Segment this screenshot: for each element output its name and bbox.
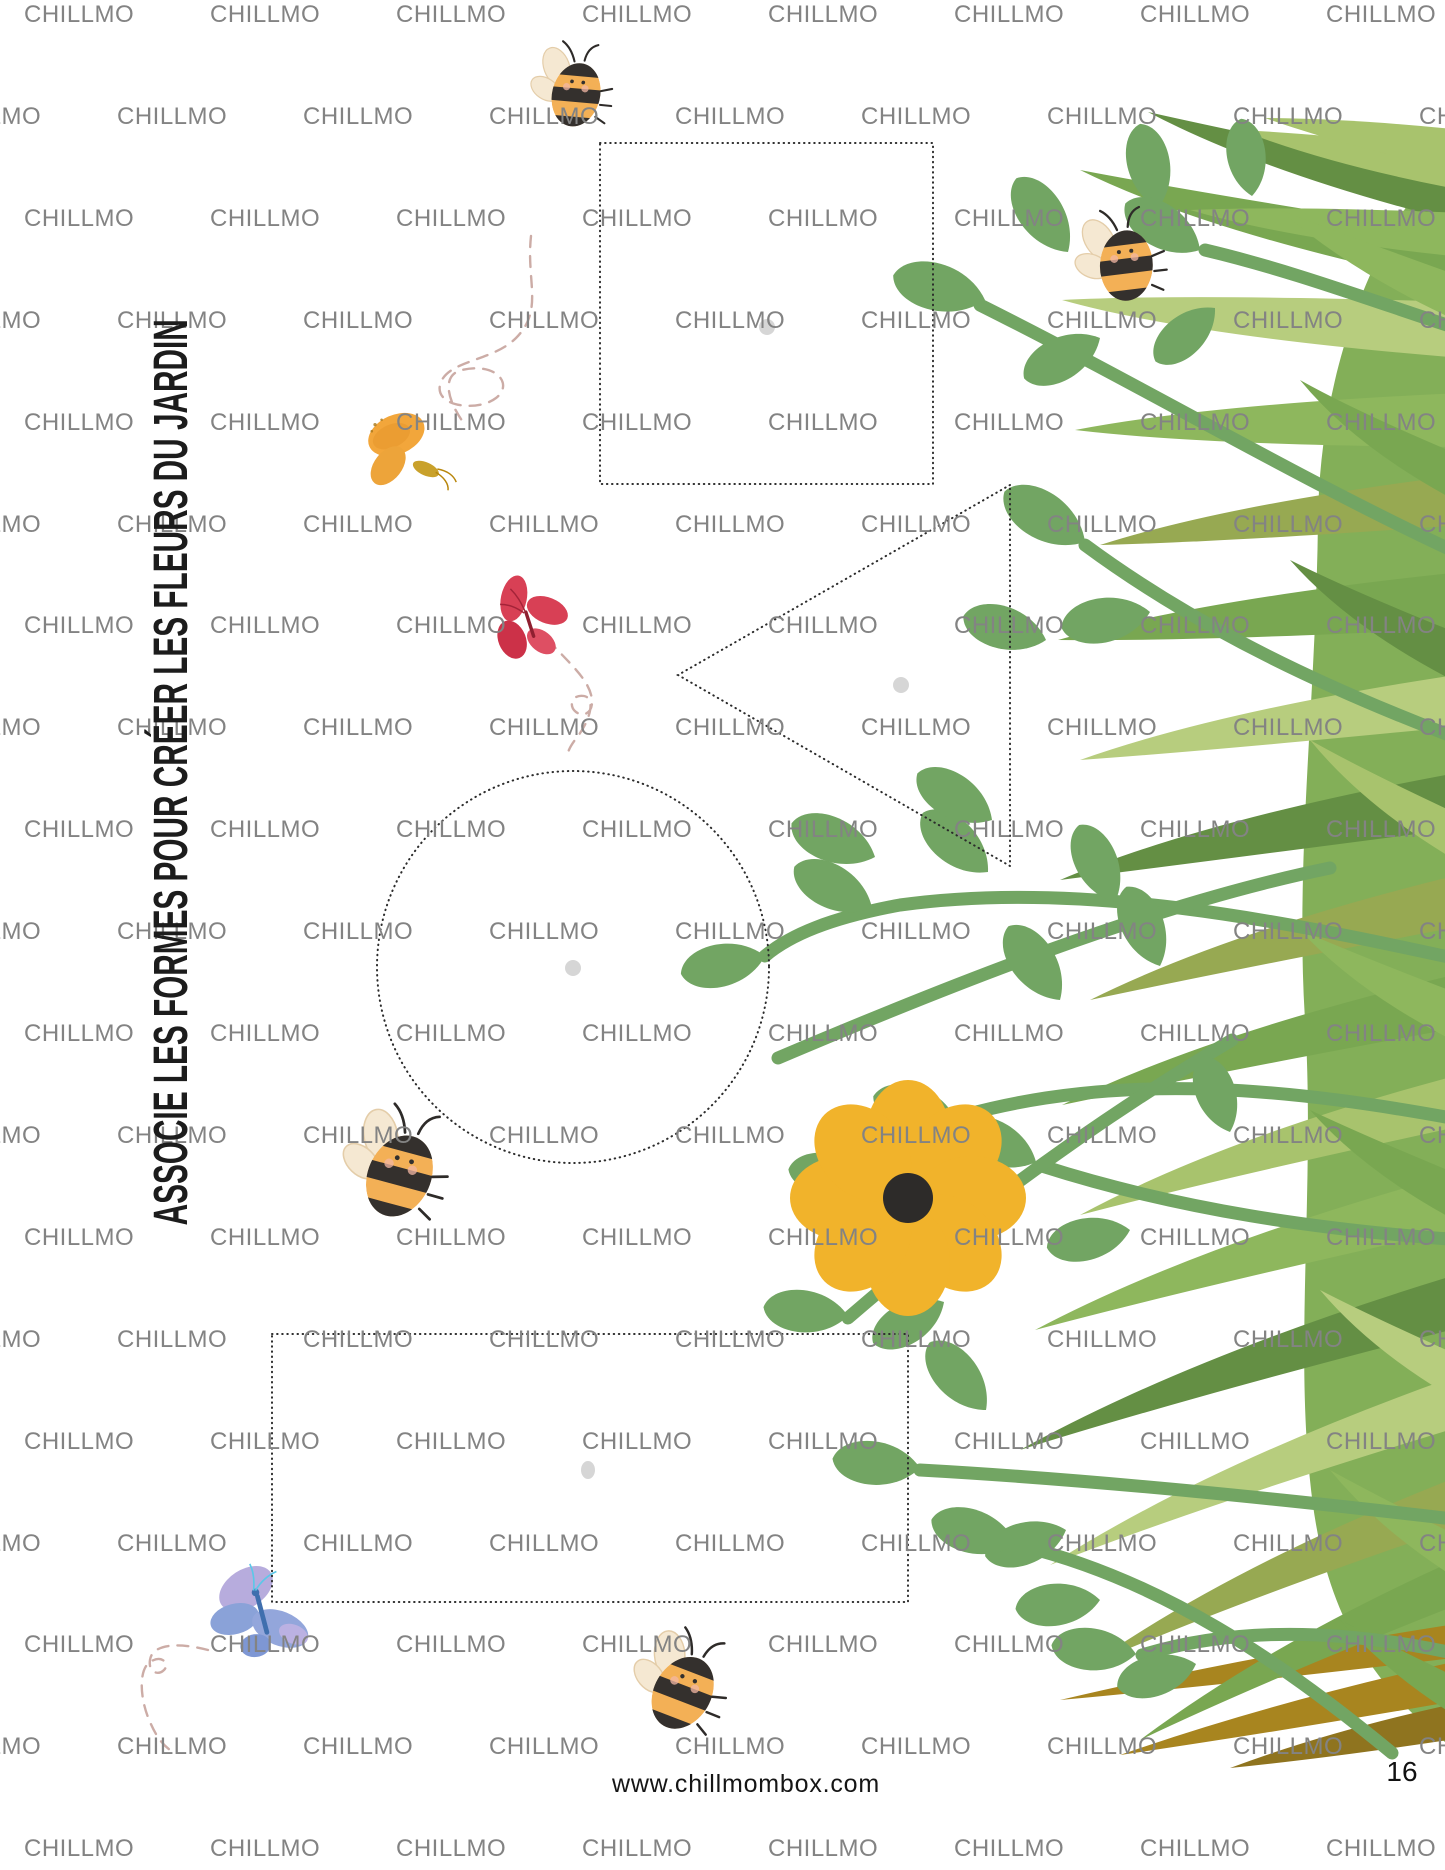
square-outline [599, 142, 934, 485]
footer-url: www.chillmombox.com [611, 1770, 881, 1798]
branch-leaf [1046, 1217, 1130, 1262]
branch-leaf [872, 1298, 944, 1350]
leafy-branches-illustration [680, 118, 1445, 1760]
branch-leaf [680, 943, 765, 989]
branch-leaf [1015, 1583, 1100, 1627]
bee-bottom-illustration [607, 1608, 752, 1757]
branch-stem [1078, 538, 1445, 741]
branch-leaf [893, 261, 985, 312]
branch-leaf [1002, 924, 1063, 1000]
branch-leaf [1061, 597, 1150, 644]
grass-border-illustration [1020, 112, 1445, 1768]
branch-stem [1015, 1539, 1399, 1760]
triangle-center-dot [893, 677, 909, 693]
bee-middle-left-illustration [318, 1085, 473, 1245]
grass-blade [1330, 1470, 1445, 1572]
branch-leaf [925, 1340, 987, 1411]
grass-blade [1062, 977, 1445, 1105]
rectangle-center-dot [581, 1461, 595, 1479]
branch-stem [913, 1463, 1445, 1525]
grass-blade [1280, 210, 1445, 316]
circle-center-dot [565, 960, 581, 976]
branch-leaf [916, 767, 992, 823]
branch-leaf [1153, 307, 1216, 365]
grass-blade [1148, 112, 1445, 219]
branch-leaf [791, 813, 875, 865]
grass-blade [1320, 1290, 1445, 1394]
grass-blade [1310, 1110, 1445, 1215]
branch-leaf [763, 1289, 848, 1333]
branch-leaf [1070, 824, 1121, 902]
trail-bottom [140, 1644, 210, 1752]
rectangle-outline [271, 1333, 909, 1603]
flower-petal [814, 1104, 912, 1202]
bee-top-illustration [518, 31, 625, 144]
page-number: 16 [1386, 1756, 1418, 1787]
circle-outline [376, 770, 770, 1164]
grass-blade [1050, 1380, 1445, 1565]
branch-leaf [963, 603, 1046, 650]
branch-leaf [1117, 1654, 1196, 1699]
grass-blade [1265, 118, 1445, 167]
grass-blade [1080, 1078, 1445, 1215]
grass-blade [1120, 1663, 1445, 1755]
grass-blade [1075, 393, 1445, 447]
grass-blade [1100, 477, 1445, 545]
shape-outlines [271, 142, 1011, 1603]
branch-leaf [1117, 886, 1167, 966]
branch-leaf [1010, 176, 1071, 252]
branch-stem [1198, 243, 1445, 332]
trail-middle [546, 638, 594, 759]
grass-blade [1290, 560, 1445, 677]
grass-blade [1300, 930, 1445, 1037]
branch-leaf [1023, 333, 1100, 386]
yellow-flower-illustration [790, 1080, 1026, 1316]
branch-leaf [1125, 123, 1171, 208]
blue-butterfly-illustration [210, 1563, 309, 1658]
grass-blade [1140, 1564, 1445, 1740]
red-butterfly-illustration [497, 575, 568, 659]
branch-leaf [1051, 1627, 1136, 1671]
branch-stem [1135, 1627, 1445, 1662]
flight-trails [140, 234, 594, 1752]
grass-blade [1090, 878, 1445, 1000]
grass-blade [1230, 1705, 1445, 1768]
instruction-text: ASSOCIE LES FORMES POUR CRÉER LES FLEURS… [145, 319, 198, 1226]
grass-blade [1090, 1481, 1445, 1665]
branch-leaf [1192, 1056, 1238, 1132]
square-center-dot [759, 319, 775, 335]
grass-blade [1035, 1176, 1445, 1330]
branch-stem [758, 890, 1445, 963]
branch-stem [1035, 1159, 1445, 1246]
orange-butterfly-illustration [368, 412, 457, 491]
branch-leaf [1003, 484, 1085, 546]
grass-blade [1060, 775, 1445, 880]
branch-leaf [832, 1440, 920, 1485]
branch-leaf [920, 809, 989, 873]
grass-blade [1300, 380, 1445, 495]
branch-leaf [1226, 118, 1266, 196]
trail-top [438, 234, 534, 428]
grass-blade [1020, 1278, 1445, 1450]
flower-center [883, 1173, 933, 1223]
branch-leaf [793, 859, 872, 913]
grass-blade [1062, 297, 1445, 357]
branch-leaf [931, 1507, 1016, 1555]
grass-blade [1310, 740, 1445, 854]
